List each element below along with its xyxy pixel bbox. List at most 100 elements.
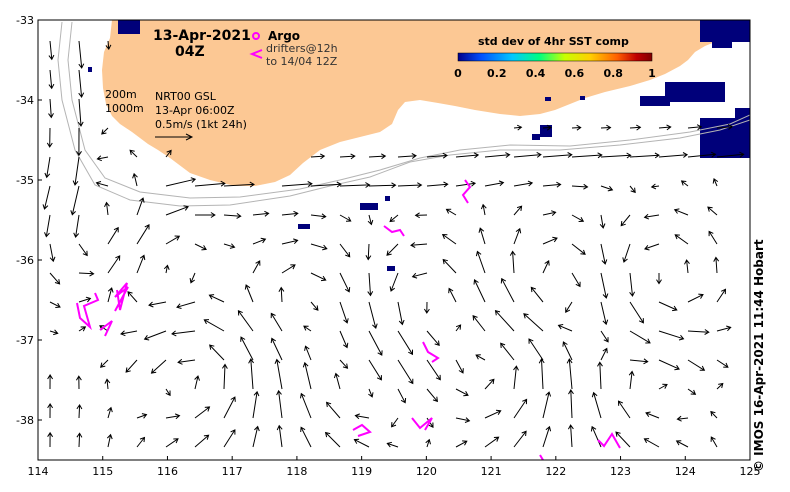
current-arrow [48, 98, 54, 119]
credit-label: © IMOS 16-Apr-2021 11:44 Hobart [752, 239, 766, 472]
current-arrow [615, 431, 631, 448]
x-tick-label: 120 [416, 465, 437, 478]
current-arrow [136, 223, 150, 245]
current-arrow [209, 344, 225, 361]
current-arrow [710, 436, 718, 448]
current-arrow [76, 432, 83, 448]
current-arrow [44, 156, 51, 179]
colorbar-ticks: 0 0.2 0.4 0.6 0.8 1 [454, 67, 656, 80]
current-arrow [600, 347, 608, 361]
current-arrow [302, 361, 312, 390]
current-arrow [426, 330, 440, 347]
current-arrow [281, 238, 299, 245]
map-date: 13-Apr-2021 [153, 28, 251, 44]
current-arrow [530, 286, 544, 303]
current-arrow [523, 313, 544, 332]
current-arrow [687, 388, 697, 395]
current-arrow [571, 214, 585, 222]
current-arrow [237, 310, 254, 332]
current-arrow [484, 436, 500, 448]
current-arrow [716, 325, 732, 332]
current-arrow [339, 182, 371, 188]
current-arrow [600, 152, 632, 159]
current-arrow [252, 210, 270, 217]
current-arrow [484, 378, 495, 390]
current-arrow [455, 388, 469, 397]
x-tick-label: 116 [157, 465, 178, 478]
valid-time-label: 13-Apr 06:00Z [155, 104, 235, 117]
y-tick-label: -36 [16, 254, 34, 267]
current-arrow [513, 205, 523, 216]
y-tick-label: -35 [16, 174, 34, 187]
current-arrow [628, 370, 635, 390]
current-arrow [673, 208, 689, 216]
current-arrow [622, 243, 631, 263]
current-arrow [629, 272, 636, 297]
current-arrow [716, 124, 734, 130]
current-arrow [339, 272, 351, 293]
current-arrow [386, 441, 399, 448]
current-arrow [310, 181, 342, 188]
current-arrow [674, 234, 689, 245]
current-arrow [310, 213, 327, 220]
current-arrow [148, 301, 167, 308]
colorbar-tick-label: 1 [648, 67, 656, 80]
y-tick-label: -37 [16, 334, 34, 347]
current-arrow [397, 359, 414, 385]
current-arrow [658, 124, 672, 131]
current-arrow [455, 417, 471, 423]
current-arrow [49, 243, 56, 263]
current-arrow [367, 214, 374, 226]
current-arrow [194, 375, 200, 390]
current-arrow [353, 438, 370, 448]
isobath-1000-label: 1000m [105, 102, 144, 115]
current-arrow [389, 214, 399, 223]
current-arrow [136, 413, 148, 419]
x-tick-label: 114 [28, 465, 49, 478]
current-arrow [716, 359, 729, 368]
current-arrow [571, 124, 582, 131]
drifter-symbol [249, 49, 263, 59]
current-arrow [300, 392, 312, 419]
drifters-label: drifters@12h [266, 42, 338, 55]
current-arrow [676, 415, 689, 422]
current-arrow [223, 429, 236, 448]
current-arrow [310, 301, 319, 311]
x-tick-label: 122 [545, 465, 566, 478]
current-arrow [687, 359, 706, 371]
current-arrow [194, 434, 210, 448]
x-tick-label: 123 [610, 465, 631, 478]
current-arrow [542, 391, 552, 419]
current-arrow [252, 260, 261, 274]
current-arrow [278, 286, 285, 303]
current-arrow [557, 324, 573, 332]
current-arrow [710, 410, 718, 419]
current-arrow [571, 272, 581, 288]
current-arrow [680, 180, 689, 187]
current-arrow [354, 413, 370, 420]
current-arrow [500, 342, 515, 361]
current-arrow [96, 155, 109, 162]
current-arrow [445, 208, 457, 216]
current-arrow [47, 402, 54, 419]
map-time: 04Z [175, 44, 205, 60]
current-arrow [107, 406, 113, 419]
current-arrow [713, 256, 720, 274]
current-arrow [426, 359, 441, 381]
current-arrow [310, 272, 327, 282]
current-arrow [252, 237, 267, 245]
current-arrow [513, 430, 527, 448]
current-arrow [165, 388, 171, 397]
current-arrow [414, 212, 428, 219]
current-arrow [397, 330, 413, 356]
current-arrow [101, 127, 109, 135]
current-arrow [426, 388, 438, 403]
current-arrow [221, 363, 228, 390]
current-arrow [127, 291, 138, 303]
current-arrow [49, 301, 61, 308]
current-arrow [643, 213, 660, 220]
current-arrow [391, 417, 399, 428]
current-arrow [600, 124, 612, 131]
current-arrow [136, 197, 145, 216]
